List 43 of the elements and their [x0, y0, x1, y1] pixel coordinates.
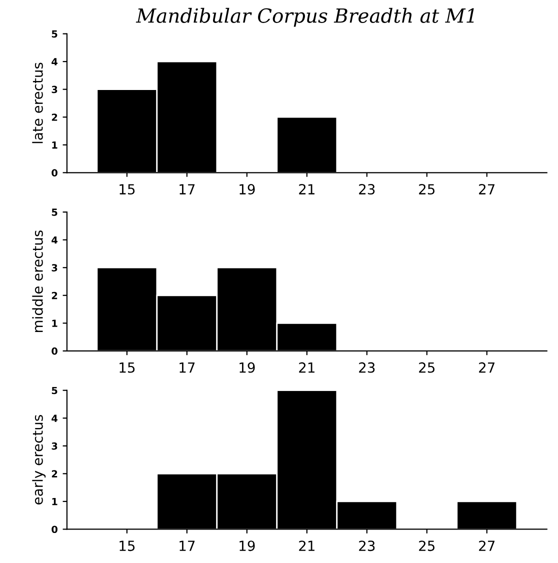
x-tick-label: 15	[120, 184, 135, 195]
x-tick-label: 21	[299, 184, 314, 194]
y-tick-label: 0	[52, 347, 58, 355]
x-tick-label: 15	[120, 362, 135, 373]
y-tick-label: 3	[52, 86, 58, 94]
y-tick-label: 5	[52, 208, 58, 216]
x-tick-label: 17	[180, 362, 195, 373]
x-tick-label: 15	[120, 540, 135, 552]
y-tick-label: 0	[52, 526, 58, 534]
y-tick-label: 2	[52, 470, 58, 478]
x-tick-label: 19	[240, 184, 255, 195]
x-tick-label: 19	[240, 362, 255, 373]
x-tick-label: 25	[419, 540, 434, 552]
chart-title: Mandibular Corpus Breadth at M1	[136, 8, 474, 27]
x-tick-label: 23	[359, 540, 375, 552]
y-tick-label: 4	[52, 58, 58, 66]
x-tick-label: 21	[299, 362, 314, 373]
y-tick-label: 4	[52, 414, 58, 422]
x-tick-label: 23	[359, 362, 375, 373]
y-tick-label: 2	[52, 114, 58, 121]
y-axis-title: late erectus	[32, 62, 43, 144]
y-tick-label: 1	[52, 141, 58, 149]
y-tick-label: 3	[52, 442, 58, 450]
x-tick-label: 23	[359, 184, 375, 195]
x-tick-label: 17	[180, 184, 195, 194]
x-tick-label: 19	[240, 540, 255, 552]
y-axis-title: middle erectus	[32, 230, 43, 332]
x-tick-label: 17	[180, 540, 195, 551]
x-tick-label: 21	[299, 540, 314, 551]
x-tick-label: 27	[479, 540, 495, 551]
y-axis-title: early erectus	[32, 415, 46, 504]
x-tick-label: 25	[419, 362, 434, 373]
x-tick-label: 25	[419, 184, 434, 195]
y-tick-label: 2	[52, 292, 58, 300]
y-tick-label: 1	[52, 320, 58, 327]
y-tick-label: 0	[52, 169, 58, 176]
x-tick-label: 27	[479, 362, 495, 373]
y-tick-label: 4	[52, 236, 58, 244]
y-tick-label: 1	[52, 498, 58, 506]
y-tick-label: 5	[52, 30, 58, 38]
x-tick-label: 27	[479, 184, 495, 194]
y-tick-label: 5	[52, 386, 58, 394]
y-tick-label: 3	[52, 264, 58, 272]
